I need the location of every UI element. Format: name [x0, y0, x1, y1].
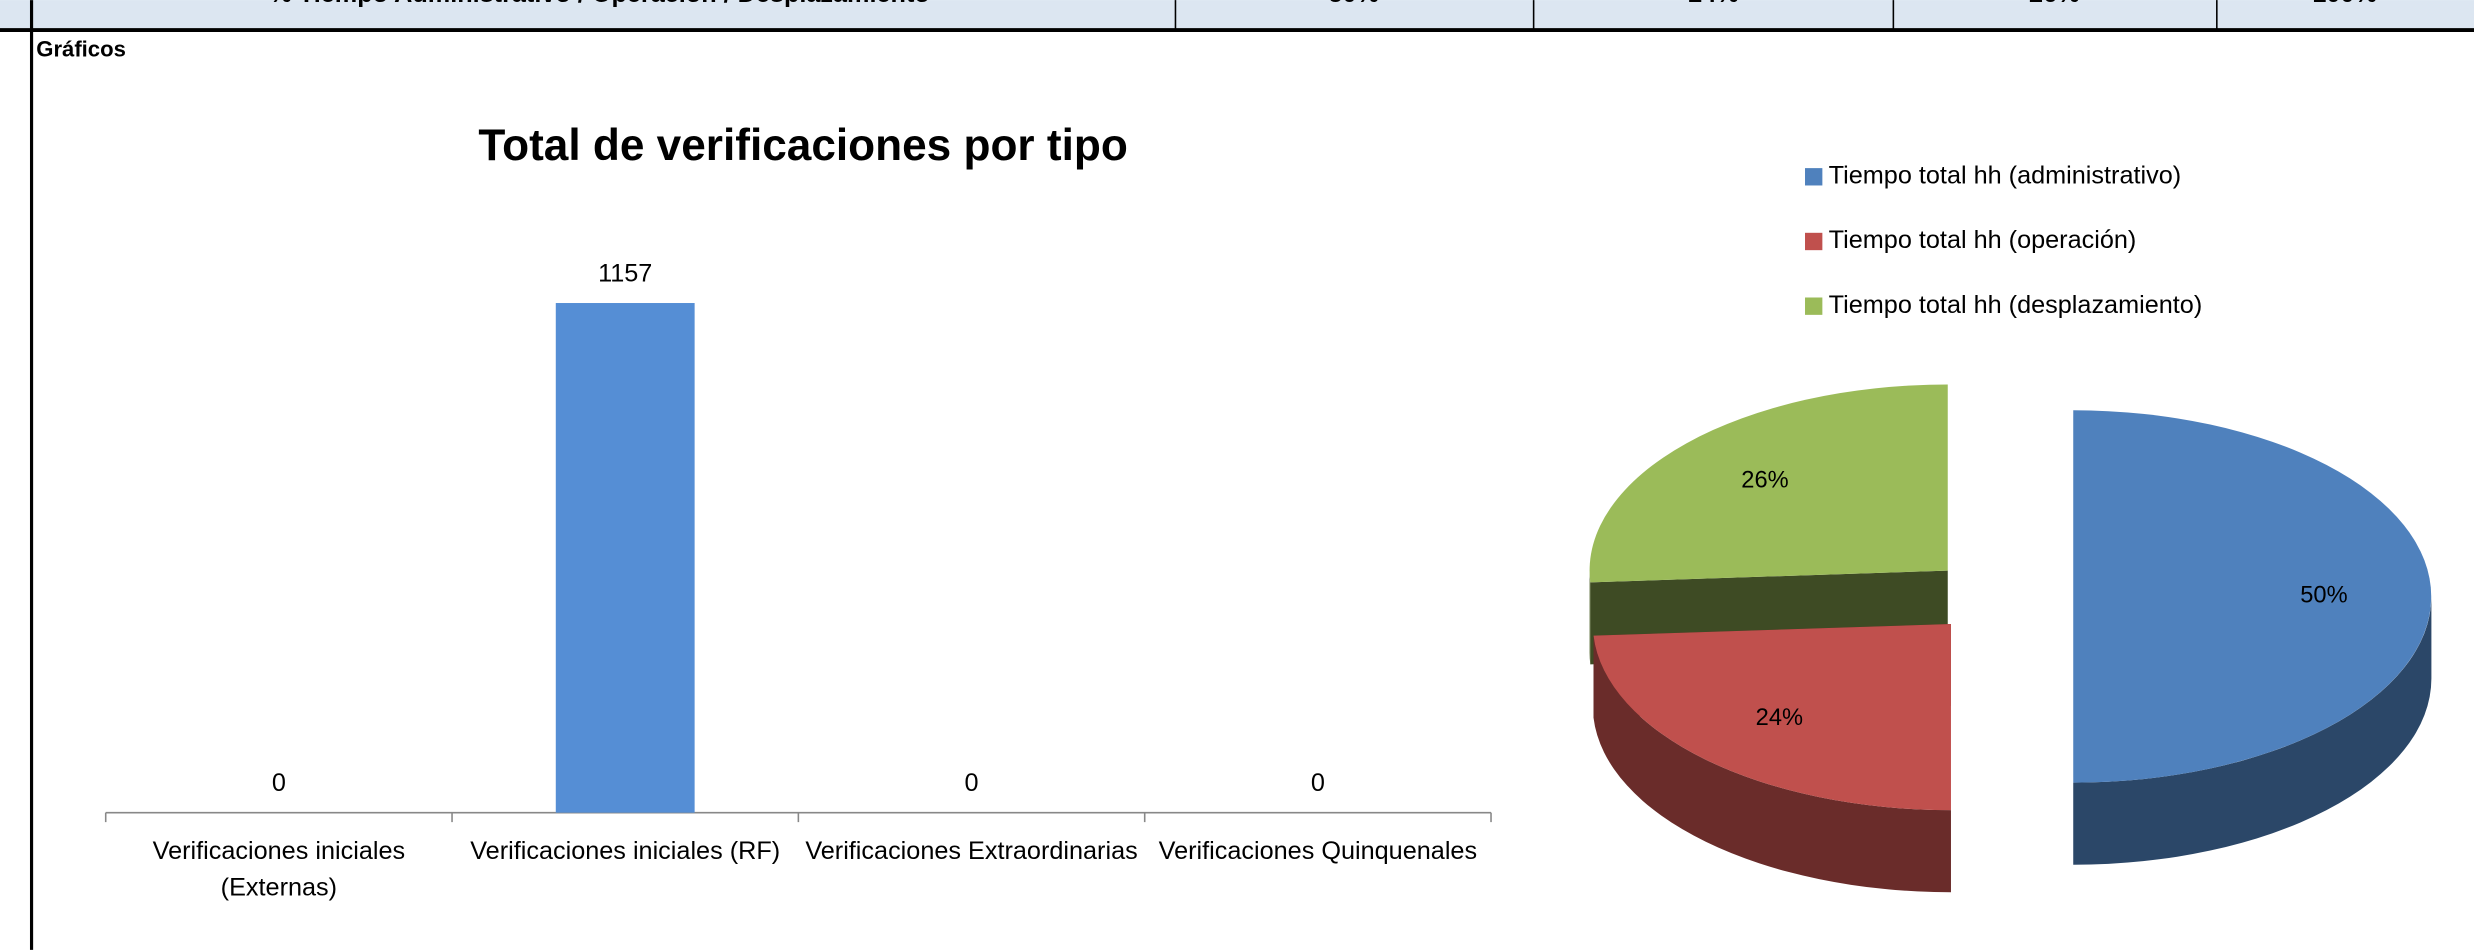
- pie-slice-side: [1593, 635, 1951, 893]
- pie-slice-side: [2073, 596, 2432, 865]
- pie-slice: [1593, 623, 1951, 811]
- table-header-row: [0, 0, 2474, 31]
- data-label: 1157: [598, 259, 652, 287]
- data-label: 0: [1311, 769, 1325, 797]
- section-label: Gráficos: [36, 36, 126, 61]
- legend-swatch: [1805, 168, 1823, 186]
- pie-slice: [1589, 384, 1948, 583]
- pie-slice: [2073, 410, 2432, 783]
- legend-swatch: [1805, 232, 1823, 251]
- x-tick-label: Verificaciones Extraordinarias: [805, 837, 1137, 865]
- x-tick-label: Verificaciones iniciales (Externas): [153, 837, 405, 901]
- table-header-value: 100%: [2312, 0, 2377, 8]
- pie-slice-side: [1589, 570, 1591, 665]
- chart-title: Total de verificaciones por tipo: [478, 121, 1127, 170]
- data-label: 0: [272, 769, 286, 797]
- legend-swatch: [1805, 297, 1823, 315]
- data-label: 24%: [1756, 705, 1803, 731]
- bar: [555, 303, 695, 813]
- data-label: 50%: [2300, 583, 2347, 609]
- x-tick-label: Verificaciones iniciales (RF): [470, 837, 780, 865]
- table-header-value: 26%: [2029, 0, 2080, 8]
- data-label: 0: [965, 769, 979, 797]
- legend-label: Tiempo total hh (operación): [1829, 226, 2137, 254]
- table-header-value: 50%: [1329, 0, 1380, 8]
- data-label: 26%: [1741, 468, 1788, 494]
- table-header-label: % Tiempo Administrativo / Operación / De…: [269, 0, 929, 8]
- legend-label: Tiempo total hh (desplazamiento): [1829, 291, 2203, 319]
- legend-label: Tiempo total hh (administrativo): [1829, 161, 2181, 189]
- table-header-value: 24%: [1688, 0, 1739, 8]
- x-tick-label: Verificaciones Quinquenales: [1159, 837, 1477, 865]
